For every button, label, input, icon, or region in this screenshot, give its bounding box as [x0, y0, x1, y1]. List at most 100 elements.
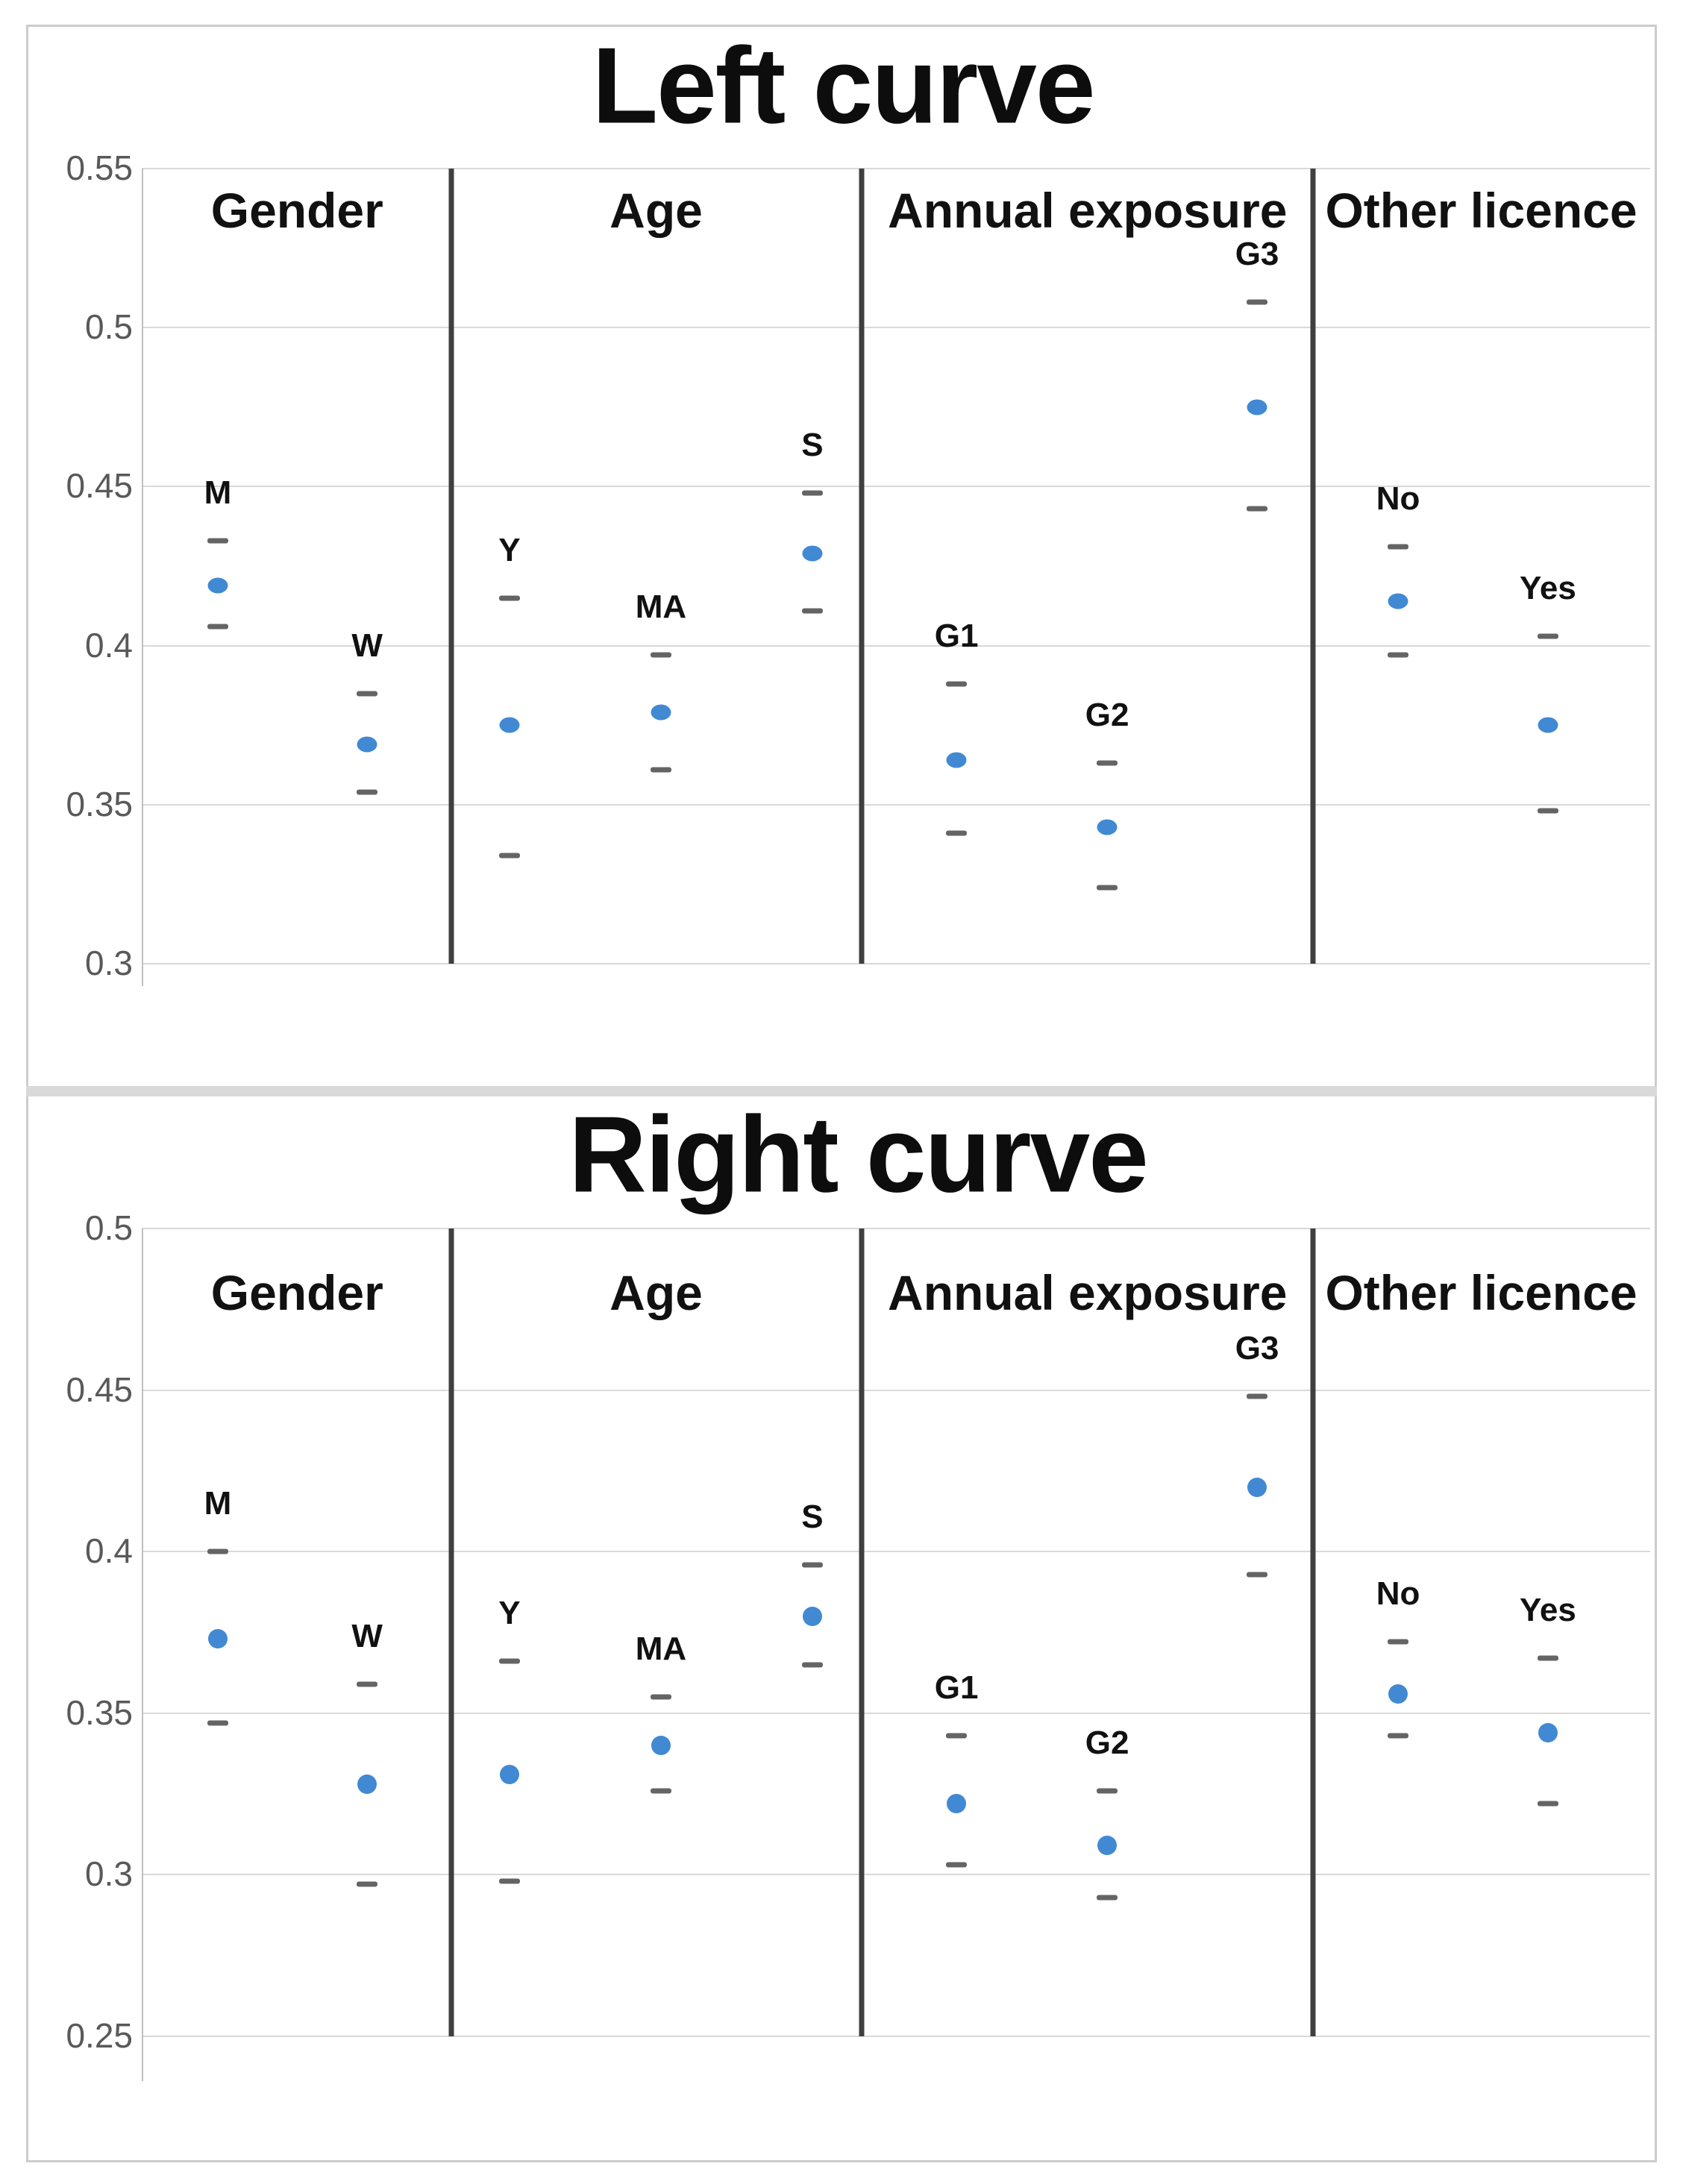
- gridline: [142, 1228, 1650, 1229]
- y-tick-label: 0.25: [66, 2015, 133, 2055]
- category-label-No: No: [1376, 1575, 1420, 1613]
- top-chart-title: Left curve: [592, 25, 1096, 146]
- bottom-chart-title: Right curve: [568, 1093, 1149, 1215]
- category-label-Yes: Yes: [1519, 1592, 1576, 1629]
- data-point-No: [1388, 593, 1408, 609]
- data-point-G3: [1247, 399, 1267, 415]
- category-label-G1: G1: [934, 617, 979, 654]
- y-tick-label: 0.4: [85, 1531, 133, 1571]
- y-tick-label: 0.3: [85, 1854, 133, 1894]
- ci-upper-dash: [498, 595, 520, 601]
- y-tick-label: 0.55: [66, 148, 133, 187]
- data-point-G1: [947, 1794, 967, 1814]
- data-point-W: [357, 1775, 377, 1795]
- y-tick-label: 0.45: [66, 466, 133, 506]
- data-point-S: [802, 1606, 822, 1626]
- ci-upper-dash: [946, 1733, 968, 1739]
- category-label-Yes: Yes: [1519, 569, 1576, 606]
- data-point-MA: [651, 704, 671, 721]
- y-tick-label: 0.3: [85, 943, 133, 982]
- y-tick-label: 0.4: [85, 625, 133, 665]
- gridline: [142, 803, 1650, 806]
- y-tick-label: 0.35: [66, 784, 133, 823]
- section-divider-line: [448, 169, 454, 964]
- data-point-Yes: [1538, 717, 1558, 733]
- category-label-No: No: [1376, 480, 1420, 518]
- y-tick-label: 0.5: [85, 307, 133, 347]
- ci-upper-dash: [801, 1562, 823, 1568]
- section-divider-line: [859, 169, 865, 964]
- ci-lower-dash: [1247, 506, 1268, 512]
- category-label-W: W: [351, 627, 383, 664]
- data-point-W: [357, 736, 377, 753]
- gridline: [142, 486, 1650, 488]
- section-header-other-licence: Other licence: [1325, 1265, 1637, 1320]
- gridline: [142, 327, 1650, 329]
- section-header-annual-exposure: Annual exposure: [888, 1265, 1288, 1320]
- ci-lower-dash: [946, 1862, 968, 1868]
- section-header-annual-exposure: Annual exposure: [888, 183, 1288, 238]
- charts-divider-band: [26, 1086, 1657, 1096]
- ci-lower-dash: [946, 830, 968, 836]
- y-axis-line: [142, 1228, 143, 2081]
- ci-upper-dash: [357, 691, 378, 697]
- section-header-age: Age: [609, 1265, 703, 1320]
- ci-upper-dash: [1097, 760, 1118, 766]
- gridline: [142, 1874, 1650, 1876]
- left-curve-chart: Gender Age Annual exposure Other licence M W Y…: [142, 168, 1650, 986]
- gridline: [142, 1712, 1650, 1714]
- category-label-MA: MA: [635, 589, 687, 626]
- category-label-G2: G2: [1085, 1724, 1129, 1761]
- data-point-MA: [651, 1736, 671, 1756]
- ci-upper-dash: [1247, 299, 1268, 305]
- y-axis-line: [142, 169, 143, 986]
- section-header-gender: Gender: [210, 183, 383, 238]
- category-label-G3: G3: [1235, 236, 1279, 273]
- ci-upper-dash: [1388, 1639, 1409, 1645]
- ci-lower-dash: [207, 624, 228, 630]
- ci-upper-dash: [207, 1548, 228, 1554]
- gridline: [142, 1551, 1650, 1553]
- gridline: [142, 168, 1650, 169]
- data-point-Yes: [1538, 1722, 1558, 1742]
- gridline: [142, 963, 1650, 964]
- ci-lower-dash: [498, 853, 520, 859]
- ci-lower-dash: [1097, 885, 1118, 891]
- ci-lower-dash: [650, 1788, 671, 1794]
- gridline: [142, 2036, 1650, 2037]
- category-label-MA: MA: [635, 1631, 687, 1668]
- section-divider-line: [1310, 1228, 1316, 2036]
- right-curve-chart: Gender Age Annual exposure Other licence M W Y…: [142, 1228, 1650, 2081]
- ci-upper-dash: [1388, 544, 1409, 550]
- data-point-M: [207, 577, 228, 594]
- ci-upper-dash: [1247, 1393, 1268, 1399]
- ci-upper-dash: [1537, 1655, 1558, 1661]
- category-label-S: S: [801, 426, 824, 463]
- ci-lower-dash: [1537, 1801, 1558, 1807]
- category-label-S: S: [801, 1498, 824, 1535]
- ci-lower-dash: [801, 608, 823, 614]
- ci-upper-dash: [650, 1694, 671, 1700]
- data-point-G2: [1097, 819, 1118, 835]
- ci-upper-dash: [1097, 1788, 1118, 1794]
- data-point-S: [802, 545, 823, 562]
- data-point-Y: [499, 1765, 519, 1785]
- section-header-other-licence: Other licence: [1325, 183, 1637, 238]
- category-label-Y: Y: [498, 531, 521, 568]
- ci-lower-dash: [650, 767, 671, 773]
- category-label-M: M: [204, 474, 232, 511]
- category-label-Y: Y: [498, 1595, 521, 1632]
- category-label-G3: G3: [1235, 1330, 1279, 1367]
- ci-upper-dash: [207, 538, 228, 544]
- section-divider-line: [448, 1228, 454, 2036]
- y-tick-label: 0.45: [66, 1369, 133, 1409]
- y-tick-label: 0.35: [66, 1692, 133, 1732]
- category-label-G2: G2: [1085, 697, 1129, 734]
- category-label-W: W: [351, 1617, 383, 1654]
- ci-upper-dash: [650, 652, 671, 658]
- data-point-No: [1388, 1684, 1408, 1704]
- ci-upper-dash: [357, 1681, 378, 1687]
- data-point-M: [207, 1629, 228, 1649]
- ci-lower-dash: [1388, 652, 1409, 658]
